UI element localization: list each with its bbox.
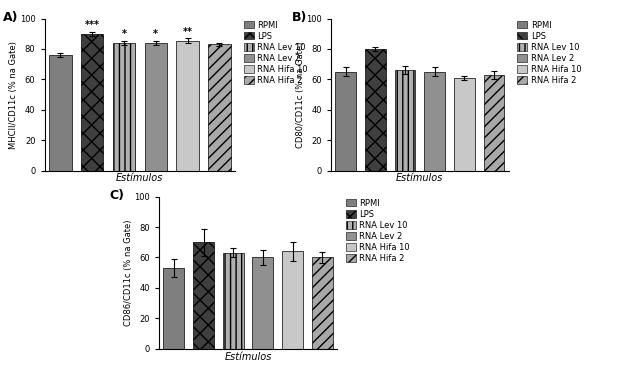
Bar xyxy=(81,34,104,171)
Bar xyxy=(394,70,415,171)
Bar xyxy=(223,253,244,349)
Bar xyxy=(454,78,474,171)
Bar xyxy=(209,45,231,171)
Text: *: * xyxy=(153,29,158,39)
Y-axis label: MHCII/CD11c (% na Gate): MHCII/CD11c (% na Gate) xyxy=(10,41,18,148)
Y-axis label: CD86/CD11c (% na Gate): CD86/CD11c (% na Gate) xyxy=(124,219,133,326)
Text: **: ** xyxy=(183,27,193,37)
Text: A): A) xyxy=(3,11,18,24)
Bar xyxy=(252,257,273,349)
Text: B): B) xyxy=(291,11,307,24)
Text: C): C) xyxy=(109,189,124,202)
Legend: RPMI, LPS, RNA Lev 10, RNA Lev 2, RNA Hifa 10, RNA Hifa 2: RPMI, LPS, RNA Lev 10, RNA Lev 2, RNA Hi… xyxy=(345,198,410,264)
Bar xyxy=(365,49,385,171)
Text: *: * xyxy=(121,29,127,39)
Bar xyxy=(335,72,356,171)
Legend: RPMI, LPS, RNA Lev 10, RNA Lev 2, RNA Hifa 10, RNA Hifa 2: RPMI, LPS, RNA Lev 10, RNA Lev 2, RNA Hi… xyxy=(516,20,582,86)
X-axis label: Estímulos: Estímulos xyxy=(225,351,272,361)
X-axis label: Estímulos: Estímulos xyxy=(396,173,443,183)
Text: ***: *** xyxy=(85,20,100,30)
Bar xyxy=(483,75,504,171)
Y-axis label: CD80/CD11c (% na Gate): CD80/CD11c (% na Gate) xyxy=(296,42,305,148)
Bar xyxy=(193,242,214,349)
Bar xyxy=(163,268,184,349)
Bar xyxy=(145,43,167,171)
Legend: RPMI, LPS, RNA Lev 10, RNA Lev 2, RNA Hifa 10, RNA Hifa 2: RPMI, LPS, RNA Lev 10, RNA Lev 2, RNA Hi… xyxy=(244,20,309,86)
Bar xyxy=(282,252,303,349)
Bar xyxy=(424,72,445,171)
Bar xyxy=(312,257,333,349)
Bar xyxy=(50,55,72,171)
Bar xyxy=(177,40,198,171)
X-axis label: Estímulos: Estímulos xyxy=(116,173,163,183)
Bar xyxy=(113,43,135,171)
